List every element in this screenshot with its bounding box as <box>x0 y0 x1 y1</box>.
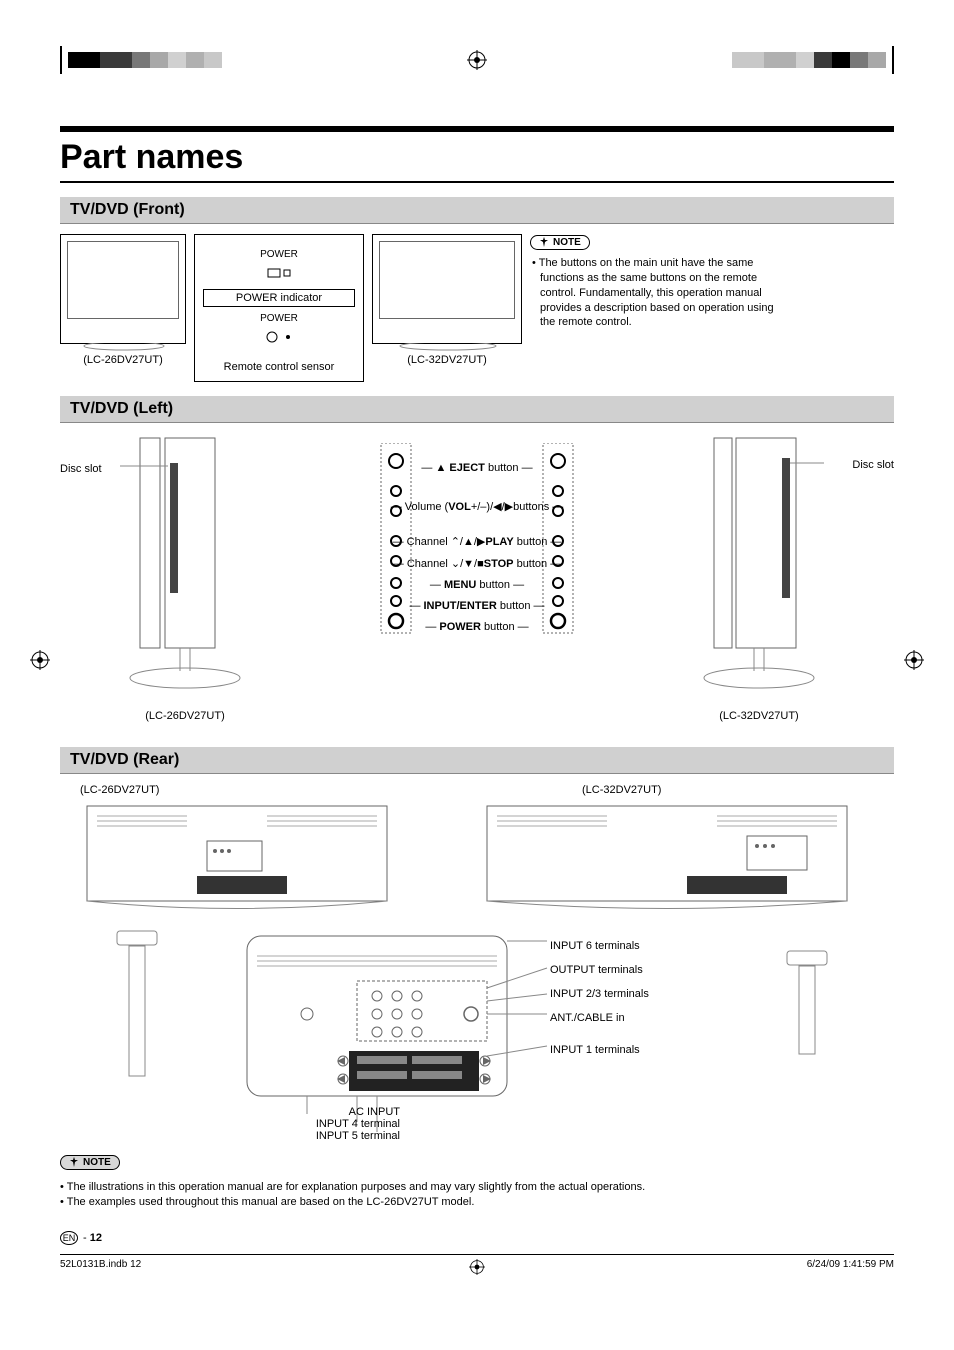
footer: 52L0131B.indb 12 6/24/09 1:41:59 PM <box>60 1254 894 1270</box>
crop-left <box>60 46 222 74</box>
section-rear-header: TV/DVD (Rear) <box>60 747 894 774</box>
page: Part names TV/DVD (Front) (LC-26DV27UT) … <box>0 0 954 1350</box>
crop-color-box <box>186 52 204 68</box>
note-badge-text: NOTE <box>83 1157 111 1168</box>
footer-file: 52L0131B.indb 12 <box>60 1259 141 1270</box>
power-label: POWER <box>203 249 355 260</box>
disc-slot-label: Disc slot <box>852 459 894 471</box>
crop-right <box>732 46 894 74</box>
crop-color-box <box>168 52 186 68</box>
terminal-label: INPUT 5 terminal <box>220 1130 400 1142</box>
footnote-line: The illustrations in this operation manu… <box>60 1180 894 1195</box>
left-tv-group-2: Disc slot (LC-32DV27UT) <box>694 433 894 722</box>
crop-color-box <box>732 52 764 68</box>
volume-button-label: — Volume (VOL+/–)/◀/▶buttons — <box>347 500 607 513</box>
lang-badge: EN <box>60 1231 78 1245</box>
stop-button-label: — Channel ⌄/▼/■STOP button — <box>347 557 607 570</box>
crop-color-box <box>132 52 150 68</box>
note-text: The buttons on the main unit have the sa… <box>530 256 790 330</box>
crop-color-box <box>764 52 796 68</box>
registration-mark-icon <box>30 650 50 670</box>
rear-model-labels: (LC-26DV27UT) (LC-32DV27UT) <box>60 784 894 796</box>
model-label: (LC-26DV27UT) <box>80 784 159 796</box>
terminal-label: AC INPUT <box>220 1106 400 1118</box>
front-note: NOTE The buttons on the main unit have t… <box>530 234 790 330</box>
tv-side-diagram <box>694 433 824 703</box>
tv-diagram <box>372 234 522 344</box>
input-button-label: — INPUT/ENTER button — <box>347 600 607 612</box>
model-label: (LC-32DV27UT) <box>694 710 824 722</box>
rear-right-labels: INPUT 6 terminals OUTPUT terminals INPUT… <box>550 928 649 1068</box>
terminal-label: INPUT 4 terminal <box>220 1118 400 1130</box>
tv-side-diagram <box>120 433 250 703</box>
model-label: (LC-26DV27UT) <box>120 710 250 722</box>
terminal-label: INPUT 6 terminals <box>550 940 649 952</box>
button-labels: — ▲ EJECT button — — Volume (VOL+/–)/◀/▶… <box>347 453 607 642</box>
disc-slot-label: Disc slot <box>60 463 102 475</box>
front-row: (LC-26DV27UT) POWER POWER indicator POWE… <box>60 234 894 382</box>
rear-section: (LC-26DV27UT) (LC-32DV27UT) <box>60 784 894 1154</box>
pin-icon <box>539 237 549 247</box>
crop-color-box <box>850 52 868 68</box>
section-front-header: TV/DVD (Front) <box>60 197 894 224</box>
note-badge-text: NOTE <box>553 237 581 248</box>
model-label: (LC-32DV27UT) <box>582 784 661 796</box>
eject-button-label: — ▲ EJECT button — <box>347 462 607 474</box>
terminal-label: INPUT 2/3 terminals <box>550 988 649 1000</box>
pin-icon <box>69 1157 79 1167</box>
sensor-icon <box>264 330 294 344</box>
section-left-header: TV/DVD (Left) <box>60 396 894 423</box>
registration-mark-icon <box>904 650 924 670</box>
registration-mark-icon <box>469 1259 485 1275</box>
menu-button-label: — MENU button — <box>347 579 607 591</box>
power-indicator-box: POWER POWER indicator POWER Remote contr… <box>194 234 364 382</box>
crop-color-box <box>796 52 814 68</box>
crop-color-box <box>68 52 100 68</box>
content: Part names TV/DVD (Front) (LC-26DV27UT) … <box>60 120 894 1245</box>
play-button-label: — Channel ⌃/▲/▶PLAY button — <box>347 535 607 548</box>
terminal-label: OUTPUT terminals <box>550 964 649 976</box>
left-tv-group-1: Disc slot (LC-26DV27UT) <box>60 433 260 722</box>
terminal-label: INPUT 1 terminals <box>550 1044 649 1056</box>
crop-color-box <box>814 52 832 68</box>
note-badge: NOTE <box>530 235 590 250</box>
power-button-label: — POWER button — <box>347 621 607 633</box>
power-small-label: POWER <box>203 313 355 324</box>
rear-bottom-labels: AC INPUT INPUT 4 terminal INPUT 5 termin… <box>220 1106 400 1142</box>
note-badge: NOTE <box>60 1155 120 1170</box>
crop-color-box <box>832 52 850 68</box>
left-section: Disc slot (LC-26DV27UT) <box>60 433 894 733</box>
footnote-line: The examples used throughout this manual… <box>60 1195 894 1210</box>
tv-diagram <box>60 234 186 344</box>
front-tv-right: (LC-32DV27UT) <box>372 234 522 366</box>
rear-diagram: INPUT 6 terminals OUTPUT terminals INPUT… <box>60 796 894 1136</box>
page-number-value: 12 <box>90 1232 102 1244</box>
front-tv-left: (LC-26DV27UT) <box>60 234 186 366</box>
power-led-icon <box>264 266 294 280</box>
terminal-label: ANT./CABLE in <box>550 1012 649 1024</box>
crop-color-box <box>204 52 222 68</box>
page-number: EN - 12 <box>60 1231 894 1245</box>
page-title: Part names <box>60 120 894 183</box>
remote-sensor-label: Remote control sensor <box>203 361 355 373</box>
crop-color-box <box>100 52 132 68</box>
crop-color-box <box>150 52 168 68</box>
footnote-block: NOTE The illustrations in this operation… <box>60 1154 894 1211</box>
power-indicator-label: POWER indicator <box>203 289 355 307</box>
footer-timestamp: 6/24/09 1:41:59 PM <box>807 1259 894 1270</box>
registration-mark-icon <box>467 50 487 70</box>
crop-color-box <box>868 52 886 68</box>
